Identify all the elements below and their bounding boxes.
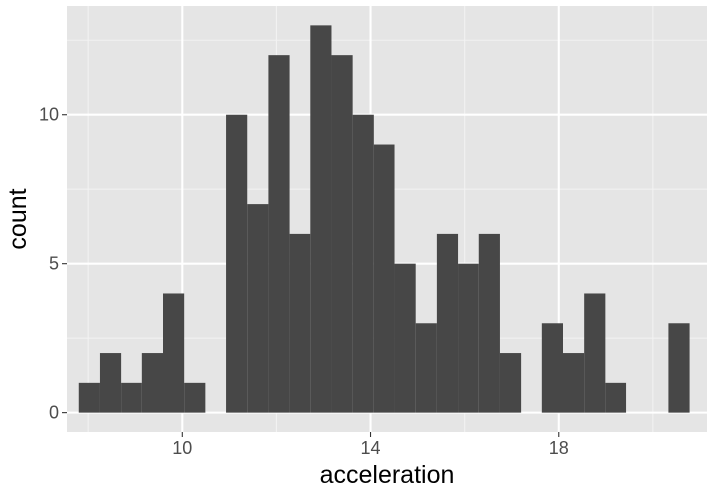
x-tick-label: 18: [549, 438, 569, 458]
y-tick-label: 5: [49, 254, 59, 274]
histogram-bar: [541, 323, 563, 413]
histogram-bar: [184, 382, 206, 413]
histogram-bar: [499, 353, 522, 413]
histogram-bar: [163, 293, 185, 413]
histogram-bar: [141, 353, 163, 413]
histogram-bar: [352, 114, 374, 413]
histogram-bar: [99, 353, 122, 413]
histogram-bar: [458, 263, 479, 413]
histogram-bar: [605, 382, 627, 413]
histogram-bar: [268, 55, 290, 413]
histogram-bar: [289, 233, 311, 413]
histogram-bar: [394, 263, 416, 413]
histogram-bar: [563, 353, 585, 413]
histogram-bar: [247, 204, 269, 413]
histogram-bar: [436, 233, 459, 413]
histogram-bar: [226, 114, 248, 413]
x-tick-label: 14: [361, 438, 381, 458]
histogram-bar: [668, 323, 690, 413]
y-axis-title: count: [4, 188, 32, 249]
histogram-bars: [78, 25, 690, 413]
x-tick-label: 10: [172, 438, 192, 458]
histogram-bar: [310, 25, 332, 413]
x-axis-title: acceleration: [320, 461, 455, 489]
histogram-bar: [331, 55, 353, 413]
histogram-bar: [415, 323, 437, 413]
x-axis: 10 14 18: [172, 432, 569, 458]
histogram-bar: [584, 293, 606, 413]
histogram-bar: [121, 382, 142, 413]
histogram-bar: [78, 382, 100, 413]
y-axis: 0 5 10: [39, 105, 67, 423]
histogram-bar: [373, 144, 395, 413]
y-tick-label: 10: [39, 105, 59, 125]
y-tick-label: 0: [49, 403, 59, 423]
histogram-bar: [478, 233, 500, 413]
